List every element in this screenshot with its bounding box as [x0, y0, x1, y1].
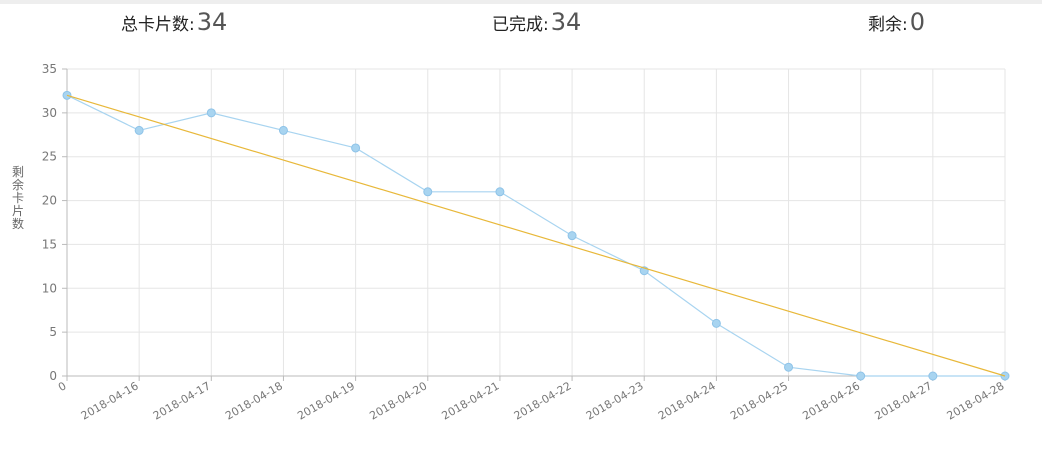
- total-cards-label: 总卡片数:: [121, 15, 195, 35]
- completed-stat: 已完成: 34: [492, 8, 581, 42]
- data-point: [928, 371, 938, 381]
- y-tick-label: 5: [49, 325, 57, 339]
- x-tick-label: 0: [56, 379, 69, 394]
- data-point: [567, 231, 577, 241]
- actual-remaining-line: [66, 94, 1005, 377]
- x-tick-label: 2018-04-24: [656, 379, 718, 422]
- x-tick-label: 2018-04-27: [872, 379, 934, 422]
- y-tick-label: 10: [42, 281, 57, 295]
- top-border: [0, 0, 1042, 4]
- x-tick-label: 2018-04-16: [79, 379, 141, 422]
- series: [62, 90, 1010, 381]
- x-tick-label: 2018-04-20: [367, 379, 429, 422]
- data-point: [206, 108, 216, 118]
- remaining-label: 剩余:: [868, 15, 908, 35]
- completed-value: 34: [550, 8, 582, 36]
- x-tick-label: 2018-04-26: [800, 379, 862, 422]
- data-point: [423, 187, 433, 197]
- grid: [67, 68, 1006, 376]
- x-tick-label: 2018-04-21: [440, 379, 502, 422]
- y-tick-label: 20: [42, 194, 57, 208]
- y-axis-label: 剩余卡片数: [11, 165, 24, 231]
- x-tick-label: 2018-04-28: [945, 379, 1007, 422]
- data-point: [711, 318, 721, 328]
- data-point: [495, 187, 505, 197]
- completed-label: 已完成:: [492, 15, 549, 35]
- data-point: [856, 371, 866, 381]
- axes: [62, 68, 1006, 381]
- data-point: [351, 143, 361, 153]
- data-point: [784, 362, 794, 372]
- ideal-remaining-line: [66, 94, 1006, 377]
- remaining-value: 0: [909, 8, 926, 36]
- y-tick-label: 25: [42, 150, 57, 164]
- x-tick-label: 2018-04-25: [728, 379, 790, 422]
- x-tick-label: 2018-04-17: [151, 379, 213, 422]
- remaining-stat: 剩余: 0: [868, 8, 925, 42]
- total-cards-value: 34: [196, 8, 228, 36]
- x-tick-label: 2018-04-18: [223, 379, 285, 422]
- y-tick-label: 30: [42, 106, 57, 120]
- y-tick-label: 0: [49, 369, 57, 383]
- data-point: [134, 125, 144, 135]
- x-tick-label: 2018-04-23: [584, 379, 646, 422]
- total-cards-stat: 总卡片数: 34: [121, 8, 227, 42]
- y-tick-label: 35: [42, 62, 57, 76]
- data-point: [278, 125, 288, 135]
- y-tick-label: 15: [42, 237, 57, 251]
- x-tick-label: 2018-04-19: [295, 379, 357, 422]
- x-tick-label: 2018-04-22: [512, 379, 574, 422]
